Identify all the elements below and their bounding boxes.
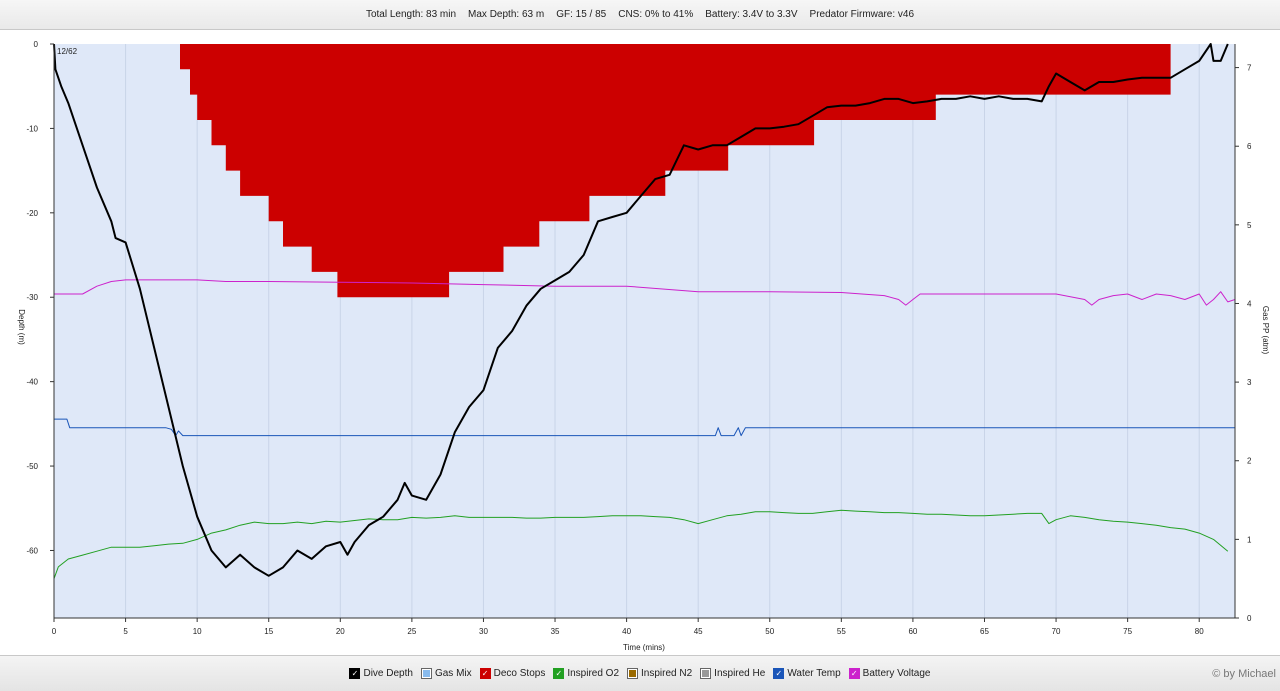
legend-swatch-gas-mix (422, 670, 430, 677)
x-tick-label: 15 (264, 627, 273, 636)
y-right-tick-label: 7 (1247, 64, 1252, 73)
stat-battery: Battery: 3.4V to 3.3V (705, 9, 798, 20)
series-deco-stops (180, 44, 1171, 298)
corner-label: 12/62 (57, 47, 78, 56)
x-tick-label: 0 (52, 627, 57, 636)
x-tick-label: 60 (908, 627, 917, 636)
legend-checkbox-dive-depth[interactable]: ✓ (349, 668, 361, 679)
legend-label-deco-stops: Deco Stops (493, 668, 546, 679)
x-tick-label: 50 (765, 627, 774, 636)
y-right-tick-label: 3 (1247, 378, 1252, 387)
legend-label-water-temp: Water Temp (787, 668, 841, 679)
legend-item-water-temp[interactable]: ✓ Water Temp (773, 668, 841, 679)
legend-item-dive-depth[interactable]: ✓ Dive Depth (349, 668, 413, 679)
legend-checkbox-deco-stops[interactable]: ✓ (479, 668, 491, 679)
legend-item-inspired-n2[interactable]: Inspired N2 (627, 668, 692, 679)
y-left-tick-label: -30 (26, 293, 38, 302)
legend-label-battery-voltage: Battery Voltage (862, 668, 931, 679)
stat-max-depth: Max Depth: 63 m (468, 9, 545, 20)
legend-label-inspired-he: Inspired He (714, 668, 766, 679)
x-tick-label: 65 (980, 627, 989, 636)
x-tick-label: 35 (551, 627, 560, 636)
x-tick-label: 55 (837, 627, 846, 636)
x-tick-label: 25 (407, 627, 416, 636)
x-tick-label: 70 (1052, 627, 1061, 636)
legend-swatch-inspired-n2 (629, 670, 637, 677)
y-left-tick-label: -40 (26, 378, 38, 387)
x-tick-label: 80 (1195, 627, 1204, 636)
stat-cns: CNS: 0% to 41% (618, 9, 694, 20)
y-right-tick-label: 4 (1247, 299, 1252, 308)
legend-swatch-inspired-he (702, 670, 710, 677)
y-right-tick-label: 6 (1247, 142, 1252, 151)
legend-item-inspired-o2[interactable]: ✓ Inspired O2 (553, 668, 619, 679)
stat-firmware: Predator Firmware: v46 (809, 9, 915, 20)
legend-checkbox-inspired-o2[interactable]: ✓ (553, 668, 565, 679)
x-tick-label: 5 (123, 627, 128, 636)
legend-item-deco-stops[interactable]: ✓ Deco Stops (479, 668, 546, 679)
y-left-tick-label: -60 (26, 546, 38, 555)
legend-checkbox-battery-voltage[interactable]: ✓ (848, 668, 860, 679)
series-dive-depth (53, 43, 1229, 577)
legend-checkbox-water-temp[interactable]: ✓ (773, 668, 785, 679)
y-left-tick-label: -50 (26, 462, 38, 471)
stat-total-length: Total Length: 83 min (365, 9, 457, 20)
stat-gradient-factor: GF: 15 / 85 (556, 9, 607, 20)
legend-item-battery-voltage[interactable]: ✓ Battery Voltage (848, 668, 931, 679)
legend-bar: ✓ Dive Depth Gas Mix ✓ Deco Stops ✓ Inspired O… (0, 655, 1280, 691)
y-right-tick-label: 2 (1247, 457, 1252, 466)
legend-item-gas-mix[interactable]: Gas Mix (420, 668, 472, 679)
series-battery-voltage (54, 279, 1236, 306)
legend-label-inspired-o2: Inspired O2 (567, 668, 620, 679)
legend-checkbox-gas-mix[interactable] (420, 668, 432, 679)
x-tick-label: 10 (193, 627, 202, 636)
legend-checkbox-inspired-n2[interactable] (627, 668, 639, 679)
credit-text: © by Michael (1212, 668, 1276, 680)
legend-label-gas-mix: Gas Mix (434, 668, 472, 679)
y-left-tick-label: 0 (34, 40, 39, 49)
x-tick-label: 30 (479, 627, 488, 636)
legend-item-inspired-he[interactable]: Inspired He (700, 668, 765, 679)
series-inspired-o2 (53, 509, 1229, 579)
legend-label-inspired-n2: Inspired N2 (641, 668, 693, 679)
y-right-axis-label: Gas PP (atm) (1261, 306, 1270, 355)
x-axis-label: Time (mins) (623, 643, 665, 652)
legend-label-dive-depth: Dive Depth (363, 668, 413, 679)
x-tick-label: 40 (622, 627, 631, 636)
x-tick-label: 20 (336, 627, 345, 636)
y-right-tick-label: 5 (1247, 221, 1252, 230)
series-water-temp (54, 418, 1235, 437)
dive-profile-chart[interactable]: 0 5 10 15 20 25 30 35 40 45 50 55 60 65 70 75 800-10-20-… (0, 30, 1280, 655)
x-tick-label: 75 (1123, 627, 1132, 636)
y-right-tick-label: 1 (1247, 535, 1252, 544)
y-right-tick-label: 0 (1247, 614, 1252, 623)
y-left-tick-label: -10 (26, 124, 38, 133)
y-left-axis-label: Depth (m) (17, 309, 26, 345)
dive-summary-bar: Total Length: 83 min Max Depth: 63 m GF:… (0, 0, 1280, 30)
x-tick-label: 45 (694, 627, 703, 636)
legend-checkbox-inspired-he[interactable] (700, 668, 712, 679)
legend: ✓ Dive Depth Gas Mix ✓ Deco Stops ✓ Inspired O… (0, 656, 1280, 691)
y-left-tick-label: -20 (26, 209, 38, 218)
